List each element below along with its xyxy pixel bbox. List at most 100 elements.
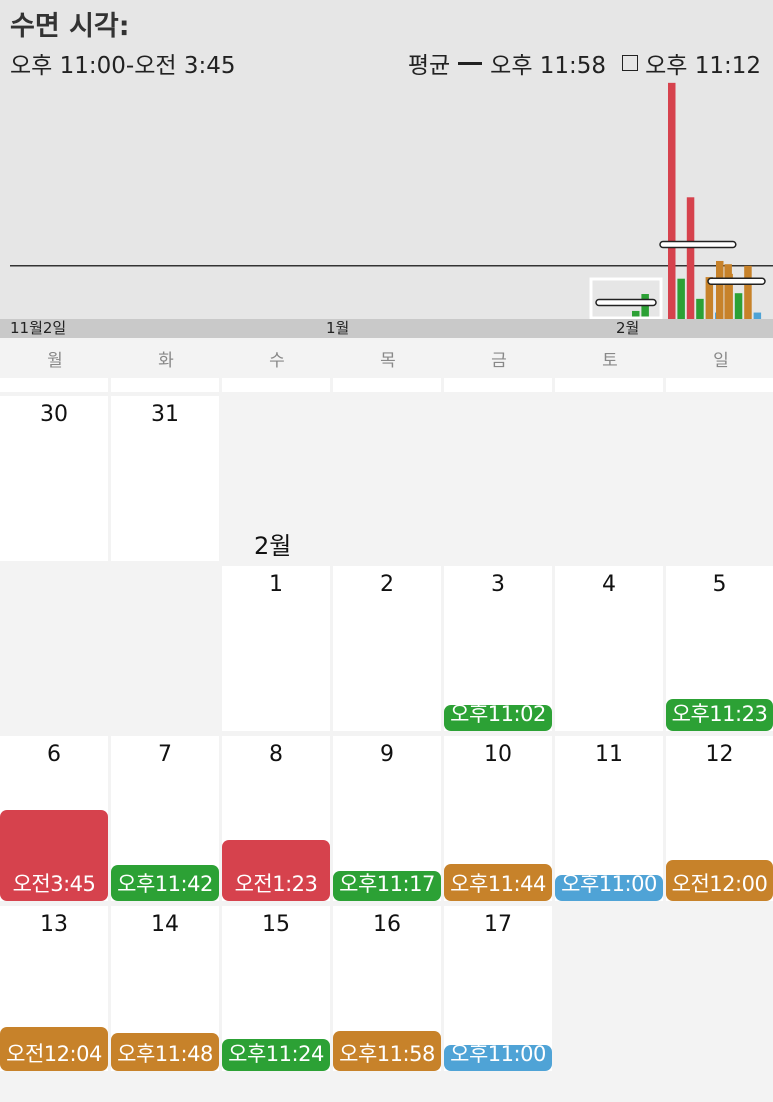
sleep-time-bar[interactable]: 오전12:04 xyxy=(0,1027,108,1071)
sleep-time-bar[interactable]: 오전3:45 xyxy=(0,810,108,901)
sleep-time-label: 오후11:00 xyxy=(561,872,657,896)
weekday-label: 일 xyxy=(713,351,729,371)
day-cell[interactable]: 2 xyxy=(333,566,441,731)
day-cell[interactable]: 17 오후11:00 xyxy=(444,906,552,1071)
day-cell[interactable]: 6 오전3:45 xyxy=(0,736,108,901)
day-number: 5 xyxy=(712,572,727,597)
average-label: 평균 xyxy=(407,53,451,79)
week-average-box-icon xyxy=(622,55,639,71)
day-number: 9 xyxy=(380,742,394,767)
sleep-time-label: 오후11:24 xyxy=(228,1042,324,1066)
day-number: 3 xyxy=(491,572,505,597)
day-number: 1 xyxy=(269,572,283,597)
sleep-time-bar[interactable]: 오후11:24 xyxy=(222,1039,330,1071)
chart-time-axis xyxy=(0,319,773,338)
sleep-time-bar[interactable]: 오전12:00 xyxy=(666,860,773,901)
chart-bar xyxy=(696,298,704,319)
sleep-range: 오후 11:00-오전 3:45 xyxy=(10,53,236,79)
chart-bar xyxy=(725,273,733,319)
chart-bar xyxy=(668,82,676,319)
previous-week-row-edge xyxy=(333,378,441,392)
sleep-time-label: 오후11:42 xyxy=(117,872,213,896)
day-cell-jan-31[interactable]: 31 xyxy=(111,396,219,561)
day-cell[interactable]: 13 오전12:04 xyxy=(0,906,108,1071)
day-cell-jan-30[interactable]: 30 xyxy=(0,396,108,561)
day-number: 31 xyxy=(151,402,179,427)
chart-bar xyxy=(632,310,640,319)
chart-bar xyxy=(641,294,649,319)
week-average-marker xyxy=(659,240,737,249)
day-cell[interactable]: 7 오후11:42 xyxy=(111,736,219,901)
previous-week-row-edge xyxy=(444,378,552,392)
chart-bar xyxy=(705,277,714,319)
sleep-time-label: 오후11:23 xyxy=(671,702,768,726)
chart-bar xyxy=(753,312,762,319)
axis-label-jan: 1월 xyxy=(326,319,350,337)
day-cell[interactable]: 16 오후11:58 xyxy=(333,906,441,1071)
chart-bar xyxy=(716,260,724,319)
chart-bar xyxy=(744,265,752,319)
day-number: 7 xyxy=(158,742,172,767)
chart-bar xyxy=(734,293,743,319)
day-number: 4 xyxy=(602,572,616,597)
sleep-time-bar[interactable]: 오후11:00 xyxy=(444,1042,552,1071)
day-number: 30 xyxy=(40,402,68,427)
average-line-icon xyxy=(458,61,483,65)
sleep-time-bar[interactable]: 오후11:44 xyxy=(444,864,552,901)
sleep-time-bar[interactable]: 오후11:00 xyxy=(555,872,663,901)
sleep-time-bar[interactable]: 오후11:02 xyxy=(444,702,552,731)
average-legend: 평균 오후 11:58 오후 11:12 xyxy=(408,46,761,80)
day-cell[interactable]: 12 오전12:00 xyxy=(666,736,773,901)
axis-label-nov2: 11월2일 xyxy=(10,319,67,337)
day-number: 13 xyxy=(40,912,68,937)
sleep-time-bar[interactable]: 오전1:23 xyxy=(222,840,330,901)
day-number: 11 xyxy=(595,742,623,767)
weekday-label: 토 xyxy=(602,351,618,371)
day-cell[interactable]: 14 오후11:48 xyxy=(111,906,219,1071)
month-calendar: 30 31 2월 1 2 3 오후11:02 4 5 오후11:23 6 오전3:45 7 오후11… xyxy=(0,378,773,1102)
sleep-time-label: 오전12:00 xyxy=(671,872,768,896)
sleep-time-label: 오후11:48 xyxy=(117,1042,213,1066)
day-cell[interactable]: 9 오후11:17 xyxy=(333,736,441,901)
sleep-time-bar[interactable]: 오후11:17 xyxy=(333,870,441,901)
previous-week-row-edge xyxy=(666,378,773,392)
day-number: 2 xyxy=(380,572,394,597)
day-cell[interactable]: 3 오후11:02 xyxy=(444,566,552,731)
chart-bar xyxy=(677,278,685,319)
box-value: 오후 11:12 xyxy=(645,53,761,79)
sleep-time-label: 오후11:02 xyxy=(450,702,546,726)
sleep-time-bar[interactable]: 오후11:23 xyxy=(666,699,773,731)
sleep-chart-header: 수면 시각: 오후 11:00-오전 3:45 평균 오후 11:58 오후 1… xyxy=(0,0,773,338)
day-cell[interactable]: 1 xyxy=(222,566,330,731)
sleep-time-label: 오후11:44 xyxy=(450,872,546,896)
chart-title: 수면 시각: xyxy=(10,11,130,42)
weekday-label: 화 xyxy=(158,351,174,371)
weekday-label: 수 xyxy=(269,351,285,371)
sleep-time-bar[interactable]: 오후11:58 xyxy=(333,1030,441,1071)
previous-week-row-edge xyxy=(0,378,108,392)
day-cell[interactable]: 11 오후11:00 xyxy=(555,736,663,901)
day-cell[interactable]: 8 오전1:23 xyxy=(222,736,330,901)
day-number: 16 xyxy=(373,912,401,937)
day-number: 14 xyxy=(151,912,179,937)
sleep-time-label: 오후11:17 xyxy=(339,872,435,896)
month-label: 2월 xyxy=(254,532,292,560)
sleep-time-bar[interactable]: 오후11:42 xyxy=(111,864,219,901)
day-cell[interactable]: 10 오후11:44 xyxy=(444,736,552,901)
sleep-time-label: 오전1:23 xyxy=(234,872,318,896)
sleep-time-bar[interactable]: 오후11:48 xyxy=(111,1033,219,1071)
day-number: 12 xyxy=(705,742,734,767)
day-cell[interactable]: 15 오후11:24 xyxy=(222,906,330,1071)
weekday-label: 목 xyxy=(380,351,396,371)
previous-week-row-edge xyxy=(111,378,219,392)
previous-week-row-edge xyxy=(555,378,663,392)
day-cell[interactable]: 4 xyxy=(555,566,663,731)
sleep-time-chart[interactable] xyxy=(0,70,773,319)
chart-bar xyxy=(686,197,695,319)
weekday-label: 금 xyxy=(491,351,507,371)
sleep-time-label: 오전3:45 xyxy=(12,872,96,896)
day-cell[interactable]: 5 오후11:23 xyxy=(666,566,773,731)
week-average-marker xyxy=(707,277,766,286)
day-number: 8 xyxy=(269,742,283,767)
